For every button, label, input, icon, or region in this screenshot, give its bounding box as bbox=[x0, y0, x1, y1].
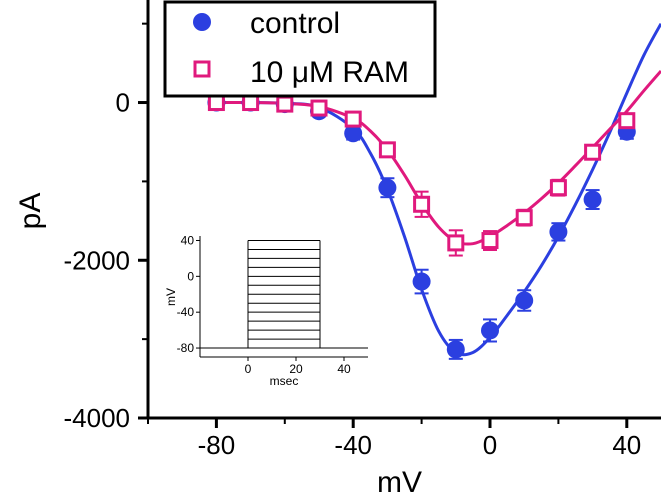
control-point-5 bbox=[378, 178, 397, 197]
inset-x-tick-label-1: 20 bbox=[289, 362, 303, 376]
ram-point-8 bbox=[481, 232, 499, 250]
x-tick-label-2: 0 bbox=[483, 430, 497, 460]
inset-y-tick-label-3: 40 bbox=[181, 233, 195, 247]
legend: control 10 μM RAM bbox=[163, 0, 437, 98]
inset-x-axis-title: msec bbox=[270, 374, 299, 388]
ram-point-6 bbox=[413, 195, 431, 213]
ram-point-4 bbox=[344, 110, 362, 128]
x-tick-label-1: -40 bbox=[334, 430, 372, 460]
y-axis-title: pA bbox=[14, 193, 47, 230]
ram-point-7 bbox=[447, 234, 465, 252]
x-axis-title: mV bbox=[377, 466, 422, 498]
ram-point-1 bbox=[242, 94, 260, 112]
data-points bbox=[207, 93, 636, 360]
y-tick-label-2: -4000 bbox=[64, 403, 131, 433]
control-point-6 bbox=[412, 272, 431, 291]
ram-point-2 bbox=[276, 95, 294, 113]
inset-y-tick-label-2: 0 bbox=[187, 269, 194, 283]
x-tick-label-0: -80 bbox=[198, 430, 236, 460]
legend-ram-label: 10 μM RAM bbox=[250, 56, 409, 89]
control-point-8 bbox=[481, 321, 499, 340]
control-point-4 bbox=[344, 124, 363, 143]
inset-step-traces bbox=[200, 239, 368, 349]
ram-point-5 bbox=[378, 141, 396, 159]
y-tick-label-0: 0 bbox=[116, 88, 130, 118]
inset-axes: -80 -40 0 40 0 20 40 msec mV bbox=[164, 233, 368, 388]
inset-x-tick-label-2: 40 bbox=[337, 362, 351, 376]
ram-point-12 bbox=[618, 112, 636, 130]
legend-control-marker bbox=[193, 13, 211, 31]
ram-point-0 bbox=[207, 94, 225, 112]
legend-ram-marker bbox=[193, 60, 211, 78]
fit-curve-1 bbox=[216, 70, 661, 246]
ram-point-3 bbox=[310, 99, 328, 117]
ram-point-9 bbox=[515, 209, 533, 227]
legend-box bbox=[163, 0, 437, 98]
inset-x-tick-label-0: 0 bbox=[245, 362, 252, 376]
control-point-9 bbox=[515, 291, 534, 310]
control-point-7 bbox=[446, 340, 465, 359]
inset-y-axis-title: mV bbox=[164, 288, 178, 306]
legend-control-label: control bbox=[250, 7, 340, 40]
ram-point-11 bbox=[584, 143, 602, 161]
x-tick-label-3: 40 bbox=[612, 430, 641, 460]
y-tick-label-1: -2000 bbox=[64, 245, 131, 275]
control-point-10 bbox=[549, 222, 568, 241]
ram-point-10 bbox=[549, 179, 567, 197]
inset-y-tick-label-1: -40 bbox=[177, 305, 195, 319]
control-point-11 bbox=[583, 190, 602, 209]
inset-y-tick-label-0: -80 bbox=[177, 341, 195, 355]
inset-plot: -80 -40 0 40 0 20 40 msec mV bbox=[164, 233, 368, 388]
